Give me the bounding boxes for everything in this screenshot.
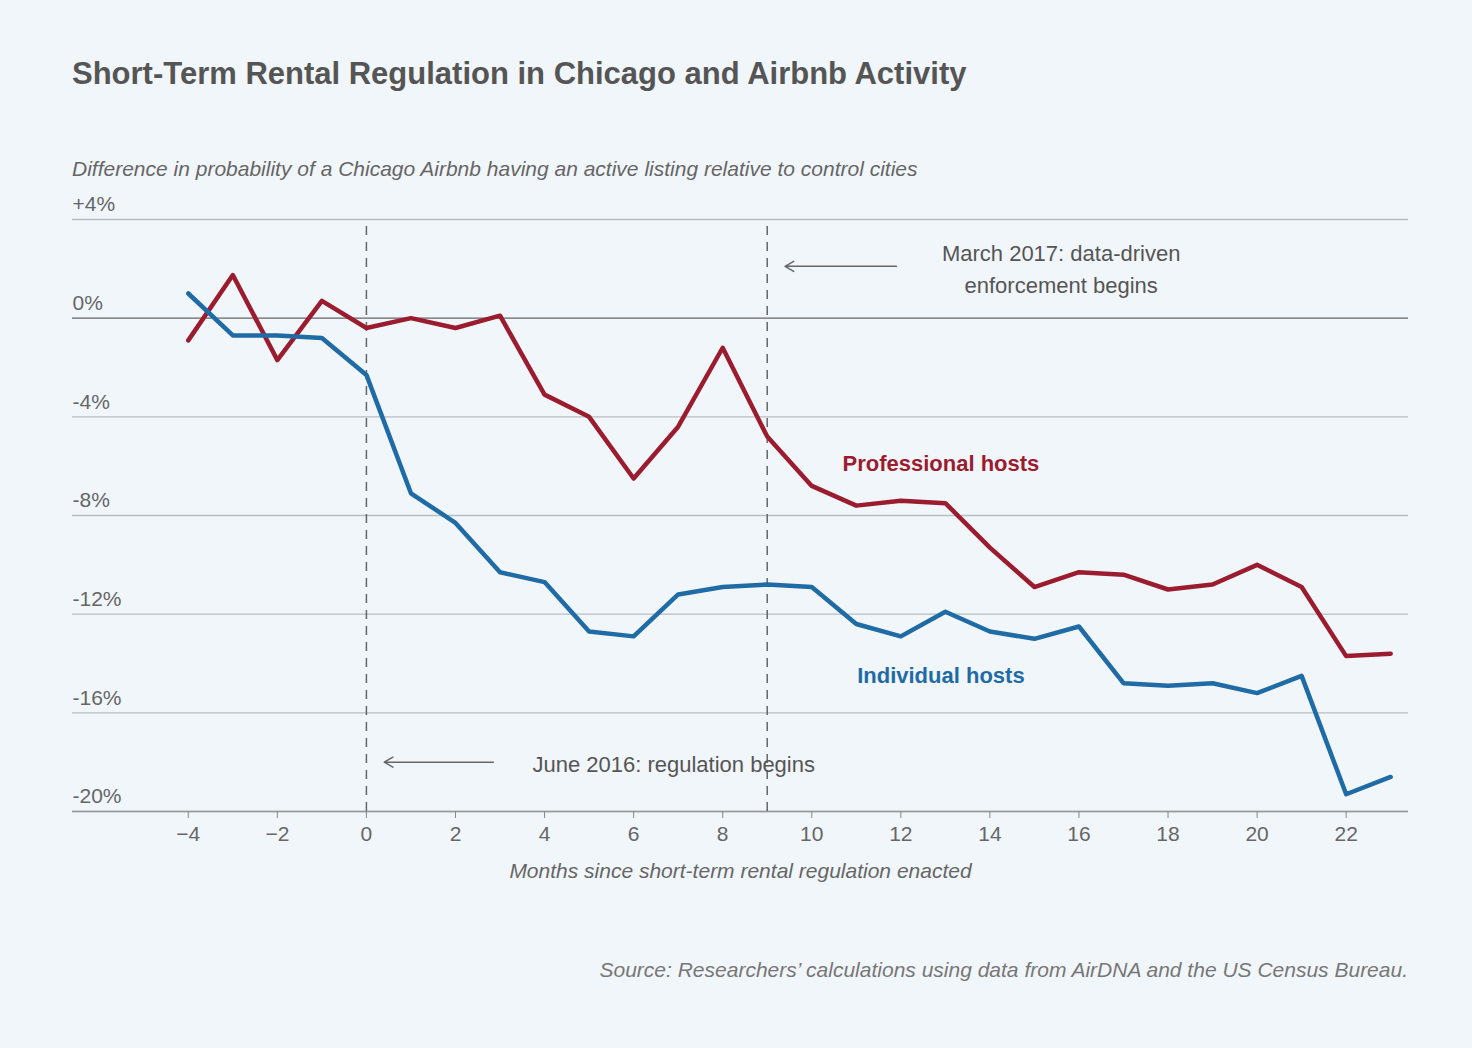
svg-text:+4%: +4% [73,192,116,215]
svg-text:14: 14 [978,822,1002,845]
svg-text:22: 22 [1334,822,1357,845]
svg-text:8: 8 [717,822,729,845]
svg-text:12: 12 [889,822,912,845]
svg-text:-8%: -8% [73,488,110,511]
svg-text:2: 2 [450,822,462,845]
svg-text:0: 0 [361,822,373,845]
svg-text:10: 10 [800,822,823,845]
svg-text:-12%: -12% [73,587,122,610]
svg-text:18: 18 [1156,822,1179,845]
svg-text:Professional hosts: Professional hosts [842,451,1039,476]
svg-text:−4: −4 [176,822,200,845]
html-text:Source: Researchers’ calculati: Source: Researchers’ calculations using … [599,958,1408,981]
svg-text:−2: −2 [265,822,289,845]
svg-text:June 2016: regulation begins: June 2016: regulation begins [532,752,815,777]
svg-text:20: 20 [1245,822,1268,845]
html-text:Difference in probability of a: Difference in probability of a Chicago A… [72,157,918,180]
svg-text:-20%: -20% [73,784,122,807]
svg-text:-4%: -4% [73,390,110,413]
svg-text:4: 4 [539,822,551,845]
svg-text:16: 16 [1067,822,1090,845]
html-text:Short-Term Rental Regulation i: Short-Term Rental Regulation in Chicago … [72,56,967,91]
svg-text:Months since short-term rental: Months since short-term rental regulatio… [509,859,973,882]
svg-text:6: 6 [628,822,640,845]
svg-text:Individual hosts: Individual hosts [857,663,1024,688]
svg-text:0%: 0% [73,291,103,314]
svg-text:-16%: -16% [73,686,122,709]
svg-text:March 2017: data-drivenenforce: March 2017: data-drivenenforcement begin… [942,241,1180,298]
